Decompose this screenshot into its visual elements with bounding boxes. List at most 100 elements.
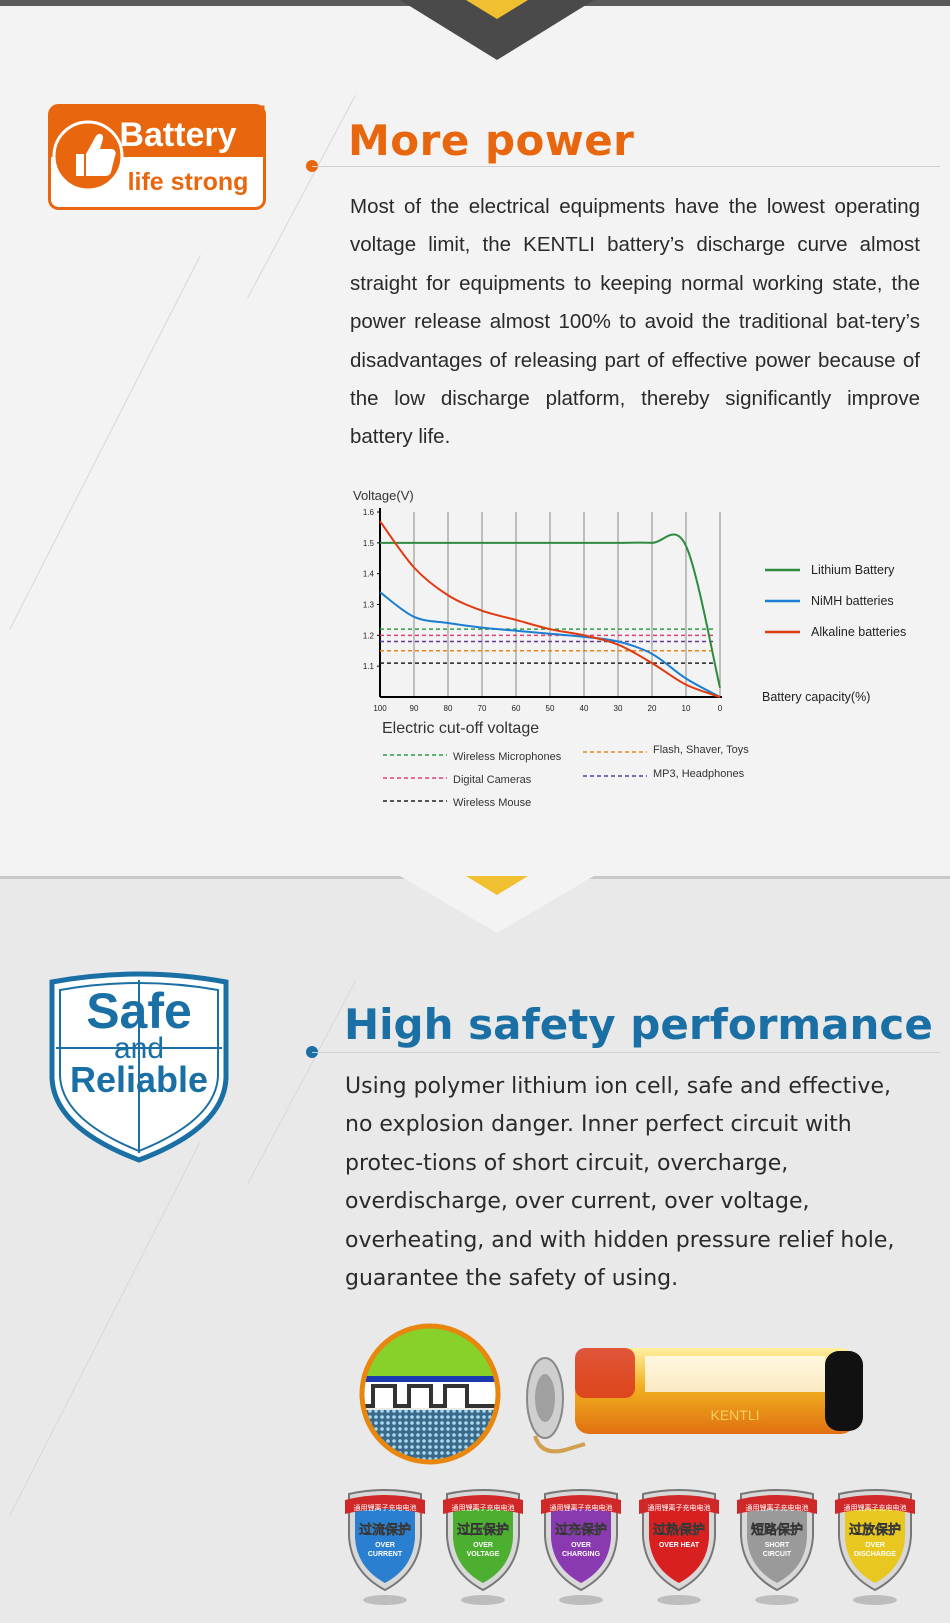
shield-ribbon-label: 通用锂离子充电电池 xyxy=(452,1503,515,1512)
mid-arrow-accent xyxy=(466,876,528,895)
shield-cn-label: 过充保护 xyxy=(555,1522,607,1538)
shield-en-label: CIRCUIT xyxy=(763,1551,792,1558)
shield-face xyxy=(355,1499,415,1583)
shield-en-label: CHARGING xyxy=(562,1551,601,1558)
shield-shadow xyxy=(755,1595,799,1605)
shield-shadow xyxy=(363,1595,407,1605)
y-tick-label: 1.4 xyxy=(363,570,375,579)
x-axis-label: Battery capacity(%) xyxy=(762,690,870,704)
shield-face xyxy=(453,1499,513,1583)
shield-ribbon xyxy=(835,1495,915,1514)
y-tick-label: 1.6 xyxy=(363,508,375,517)
shield-en-label: OVER xyxy=(571,1542,591,1549)
section-high-safety: Safe and Reliable High safety performanc… xyxy=(0,876,950,1623)
cutoff-label: Digital Cameras xyxy=(453,774,532,786)
shield-ribbon xyxy=(443,1495,523,1514)
x-tick-label: 70 xyxy=(478,704,487,713)
shield-cn-label: 过压保护 xyxy=(457,1522,509,1538)
series-line xyxy=(379,591,721,698)
shield-ribbon-label: 通用锂离子充电电池 xyxy=(844,1503,907,1512)
x-tick-label: 50 xyxy=(546,704,555,713)
legend-label: Lithium Battery xyxy=(811,563,895,577)
section-title: High safety performance xyxy=(344,1000,933,1049)
battery-cell-illustration: KENTLI xyxy=(359,1323,863,1465)
y-tick-label: 1.3 xyxy=(363,601,375,610)
shield-en-label: OVER xyxy=(473,1542,493,1549)
shield-face xyxy=(551,1499,611,1583)
shield-en-label: CURRENT xyxy=(368,1551,403,1558)
magnified-layer-icon xyxy=(362,1326,498,1462)
battery-life-badge: Battery life strong xyxy=(48,104,266,210)
cutoff-label: MP3, Headphones xyxy=(653,768,745,780)
title-rule xyxy=(312,1052,940,1053)
cutoff-label: Wireless Microphones xyxy=(453,751,562,763)
shield-ribbon xyxy=(345,1495,425,1514)
x-tick-label: 0 xyxy=(718,704,723,713)
shield-en-label: OVER HEAT xyxy=(659,1542,700,1549)
shield-shadow xyxy=(657,1595,701,1605)
section-paragraph: Most of the electrical equipments have t… xyxy=(350,195,920,449)
shield-face xyxy=(649,1499,709,1583)
y-axis-label: Voltage(V) xyxy=(353,490,414,503)
series-line xyxy=(380,533,721,688)
cutoff-title: Electric cut-off voltage xyxy=(382,720,539,737)
y-tick-label: 1.1 xyxy=(363,662,375,671)
shield-shadow xyxy=(461,1595,505,1605)
shield-en-label: VOLTAGE xyxy=(467,1551,500,1558)
shield-ribbon-label: 通用锂离子充电电池 xyxy=(648,1503,711,1512)
shield-ribbon-label: 通用锂离子充电电池 xyxy=(354,1503,417,1512)
shield-face xyxy=(747,1499,807,1583)
x-tick-label: 60 xyxy=(512,704,521,713)
decorative-line xyxy=(247,981,356,1185)
x-tick-label: 20 xyxy=(648,704,657,713)
shield-cn-label: 短路保护 xyxy=(751,1522,803,1538)
badge-line2: and xyxy=(114,1032,164,1065)
y-tick-label: 1.5 xyxy=(363,539,375,548)
section-more-power: Battery life strong More power Most of t… xyxy=(0,0,950,809)
section-title: More power xyxy=(348,116,635,165)
shield-cn-label: 过热保护 xyxy=(653,1522,705,1538)
cutoff-label: Flash, Shaver, Toys xyxy=(653,744,749,756)
legend-label: NiMH batteries xyxy=(811,594,894,608)
shield-en-label: OVER xyxy=(375,1542,395,1549)
shield-cn-label: 过放保护 xyxy=(849,1522,901,1538)
shield-cn-label: 过流保护 xyxy=(359,1522,411,1538)
x-tick-label: 80 xyxy=(444,704,453,713)
shield-en-label: DISCHARGE xyxy=(854,1551,896,1558)
cutoff-label: Wireless Mouse xyxy=(453,797,531,809)
section-paragraph: Using polymer lithium ion cell, safe and… xyxy=(345,1074,895,1292)
safe-reliable-badge: Safe and Reliable xyxy=(49,971,229,1163)
cell-brand: KENTLI xyxy=(710,1407,759,1423)
decorative-line xyxy=(9,255,201,630)
y-tick-label: 1.2 xyxy=(363,631,375,640)
series-line xyxy=(379,520,721,698)
title-rule xyxy=(312,166,940,167)
shield-face xyxy=(845,1499,905,1583)
shield-ribbon xyxy=(639,1495,719,1514)
badge-line1: Safe xyxy=(86,983,192,1039)
decorative-line xyxy=(9,1141,201,1516)
shield-en-label: SHORT xyxy=(765,1542,790,1549)
thumbs-up-icon xyxy=(76,133,116,176)
x-tick-label: 10 xyxy=(682,704,691,713)
x-tick-label: 90 xyxy=(410,704,419,713)
shield-shadow xyxy=(559,1595,603,1605)
shield-ribbon xyxy=(737,1495,817,1514)
badge-line3: Reliable xyxy=(70,1059,208,1100)
legend-label: Alkaline batteries xyxy=(811,625,906,639)
shield-shadow xyxy=(853,1595,897,1605)
x-tick-label: 30 xyxy=(614,704,623,713)
badge-line2: life strong xyxy=(128,168,249,196)
shield-en-label: OVER xyxy=(865,1542,885,1549)
shield-ribbon-label: 通用锂离子充电电池 xyxy=(550,1503,613,1512)
x-tick-label: 100 xyxy=(373,704,387,713)
x-tick-label: 40 xyxy=(580,704,589,713)
